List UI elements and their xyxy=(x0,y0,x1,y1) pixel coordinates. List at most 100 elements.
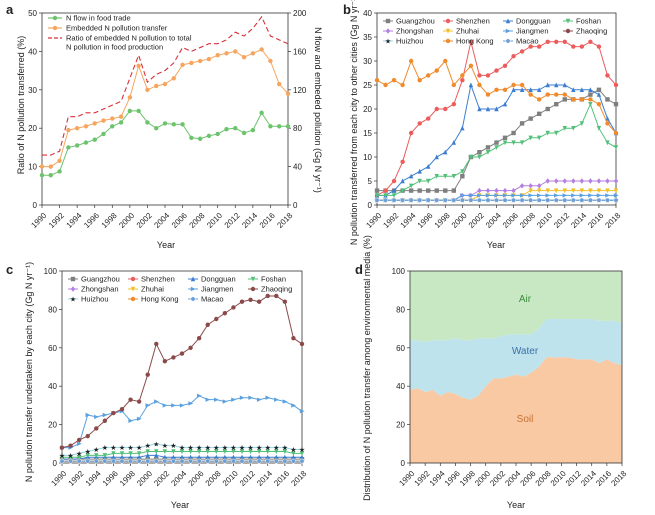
panel-c-point-zhaoqing xyxy=(68,443,73,448)
panel-b-point-jiangmen xyxy=(485,193,491,198)
panel-b-xtick-label: 1994 xyxy=(399,211,418,230)
panel-b-point-guangzhou xyxy=(477,150,482,155)
panel-b-point-zhuhai xyxy=(562,188,567,194)
panel-a-point-n-flow-in-food-trade xyxy=(145,120,150,125)
panel-c-point-foshan xyxy=(76,455,82,460)
panel-c-point-zhaoqing xyxy=(111,410,116,416)
panel-b-point-foshan xyxy=(426,178,431,184)
panel-c-point-zhaoqing xyxy=(205,322,210,327)
panel-c-point-macao xyxy=(179,458,185,464)
panel-b-point-guangzhou xyxy=(562,97,567,102)
panel-b-xlabel: Year xyxy=(487,240,505,250)
panel-b-point-guangzhou xyxy=(545,106,550,112)
panel-c-point-foshan xyxy=(85,453,90,458)
panel-d-xtick-label: 2016 xyxy=(594,469,613,488)
panel-c-line-huizhou xyxy=(62,443,302,456)
panel-c-point-zhaoqing xyxy=(239,299,245,304)
panel-d-xtick-label: 1992 xyxy=(413,469,432,488)
panel-c-legend-label-guangzhou: Guangzhou xyxy=(81,275,120,284)
panel-b-series-macao xyxy=(374,197,619,203)
panel-b-point-jiangmen xyxy=(554,193,559,198)
panel-d-ytick-label: 40 xyxy=(396,382,405,391)
panel-b-point-hong-kong xyxy=(605,121,610,126)
panel-b-point-dongguan xyxy=(451,140,457,145)
panel-b-legend-label-foshan: Foshan xyxy=(576,17,601,26)
panel-c-point-foshan xyxy=(291,451,296,456)
panel-a-ytick-label: 0 xyxy=(33,201,38,210)
panel-a-point-embedded-n-pollution-transfer xyxy=(66,127,71,133)
panel-b-point-guangzhou xyxy=(536,111,542,116)
panel-c-point-zhaoqing xyxy=(231,305,236,310)
panel-a-xtick-label: 1994 xyxy=(65,211,84,230)
panel-a-ytick-right-label: 160 xyxy=(293,47,307,56)
panel-b-point-foshan xyxy=(494,145,499,150)
panel-c-point-huizhou: ★ xyxy=(136,444,142,452)
panel-c-point-foshan xyxy=(94,453,99,458)
panel-c-point-huizhou: ★ xyxy=(170,442,176,450)
panel-b-point-shenzhen xyxy=(417,121,422,126)
panel-c-xtick-label: 2004 xyxy=(169,469,188,488)
panel-a-legend-marker-embedded-n-pollution-transfer xyxy=(52,25,58,31)
panel-c-legend-marker-guangzhou xyxy=(70,276,76,282)
panel-b-xtick-label: 2016 xyxy=(586,211,605,230)
panel-b-point-shenzhen xyxy=(596,44,602,49)
panel-c-point-jiangmen xyxy=(274,397,279,402)
panel-c-point-jiangmen xyxy=(188,401,194,406)
panel-c-point-huizhou: ★ xyxy=(299,446,305,454)
panel-c-point-jiangmen xyxy=(162,403,168,408)
panel-c-xtick-label: 2002 xyxy=(152,469,171,488)
panel-b-point-foshan xyxy=(383,193,388,198)
panel-c-point-huizhou: ★ xyxy=(290,446,296,454)
panel-c-point-zhaoqing xyxy=(299,341,305,347)
panel-c-point-foshan xyxy=(111,451,116,456)
panel-b-point-macao xyxy=(605,197,610,203)
panel-b-point-zhuhai xyxy=(545,188,550,194)
panel-d-xtick-label: 2008 xyxy=(534,469,553,488)
panel-b-ytick-label: 20 xyxy=(363,105,372,114)
panel-a-series-ratio-of-embedded-n-pollution-to-total-n-pollution-in-food-production xyxy=(42,15,289,156)
panel-b-point-macao xyxy=(374,197,380,203)
panel-c-point-foshan xyxy=(214,449,219,455)
panel-c-point-foshan xyxy=(265,449,270,455)
panel-c-point-dongguan xyxy=(154,452,159,458)
panel-b-point-zhongshan xyxy=(554,178,559,184)
panel-a-xtick-label: 2010 xyxy=(205,211,224,230)
panel-c-point-macao xyxy=(76,458,82,464)
panel-a-point-embedded-n-pollution-transfer xyxy=(180,62,185,68)
panel-b-point-macao xyxy=(553,197,559,203)
panel-b-point-jiangmen xyxy=(502,193,508,198)
panel-b-legend-marker-foshan xyxy=(565,18,571,24)
panel-a-point-n-flow-in-food-trade xyxy=(127,108,133,114)
panel-b-ytick-label: 35 xyxy=(363,33,372,42)
panel-b-point-hong-kong xyxy=(596,102,602,107)
panel-a-ytick-right-label: 120 xyxy=(293,86,307,95)
panel-b-point-shenzhen xyxy=(613,82,619,88)
panel-b-point-foshan xyxy=(374,193,380,198)
panel-c-point-zhaoqing xyxy=(265,293,270,299)
panel-b-point-shenzhen xyxy=(502,63,508,68)
panel-c-point-huizhou: ★ xyxy=(153,440,159,448)
panel-b-point-dongguan xyxy=(477,106,482,112)
panel-b-legend-label-huizhou: Huizhou xyxy=(396,37,424,46)
panel-b-point-dongguan xyxy=(579,87,585,92)
panel-b-point-zhongshan xyxy=(562,178,567,184)
panel-b-point-guangzhou xyxy=(417,188,422,193)
panel-a-point-n-flow-in-food-trade xyxy=(233,126,238,131)
panel-b-point-dongguan xyxy=(554,82,559,88)
panel-c-legend-label-shenzhen: Shenzhen xyxy=(141,275,175,284)
panel-b: b N pollution transferred from each city… xyxy=(343,0,623,250)
panel-b-point-hong-kong xyxy=(494,87,499,93)
panel-b-legend-marker-zhaoqing xyxy=(565,28,571,34)
panel-a-ytick-label: 50 xyxy=(28,9,37,18)
panel-c-point-jiangmen xyxy=(102,412,108,418)
panel-a: a Ratio of N pollution transferred (%) N… xyxy=(6,2,323,250)
panel-b-point-macao xyxy=(528,197,534,203)
panel-c-point-jiangmen xyxy=(239,395,245,400)
panel-b-point-hong-kong xyxy=(400,82,405,88)
panel-b-point-macao xyxy=(468,197,474,203)
panel-b-ytick-label: 0 xyxy=(368,201,373,210)
panel-b-point-guangzhou xyxy=(426,188,431,193)
panel-c-xlabel: Year xyxy=(171,500,189,510)
panel-c-point-jiangmen xyxy=(291,403,297,408)
panel-c-point-foshan xyxy=(68,455,73,460)
